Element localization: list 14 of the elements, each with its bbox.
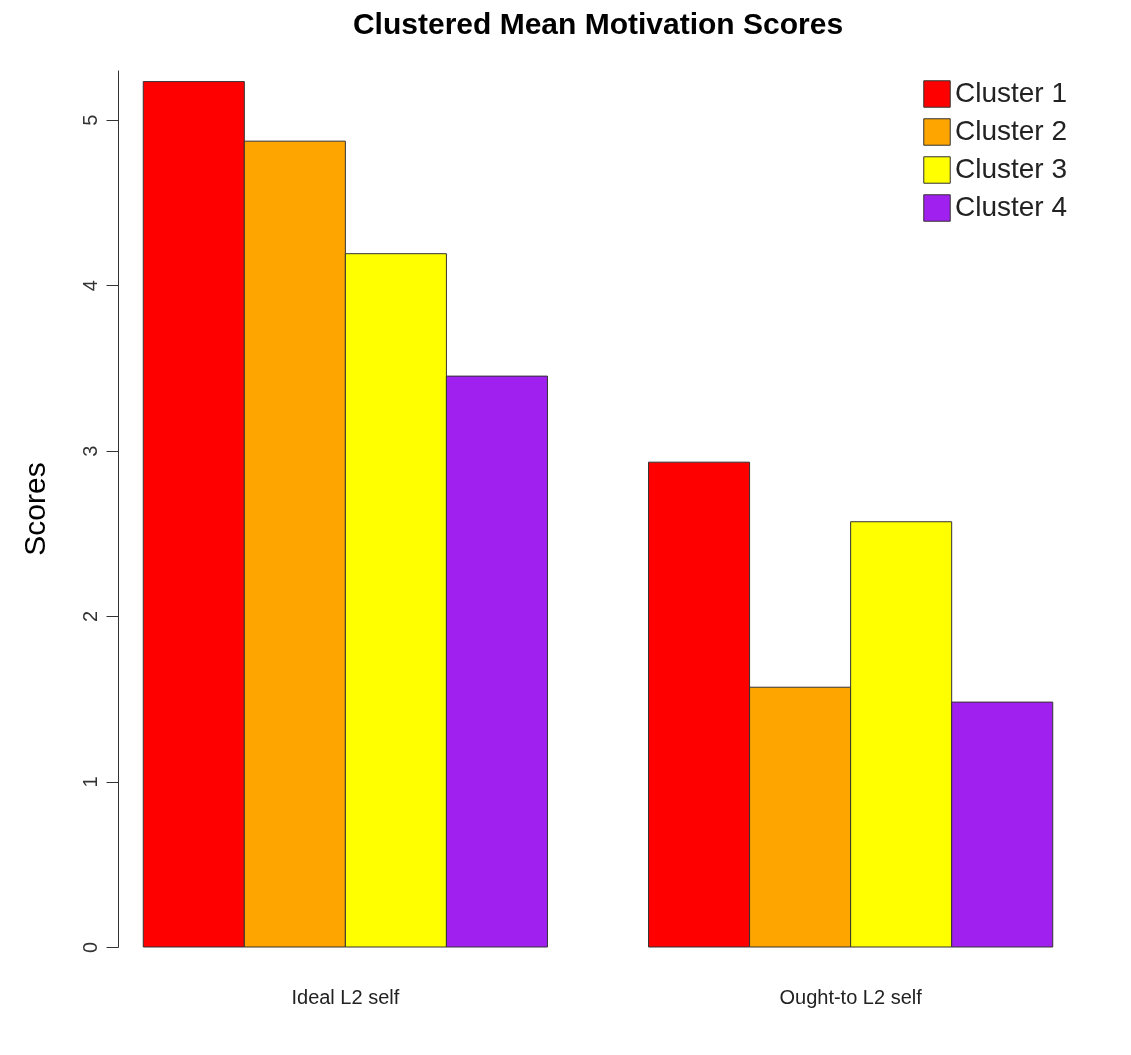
x-tick-label: Ought-to L2 self [779, 985, 923, 1008]
x-tick-label: Ideal L2 self [291, 985, 400, 1008]
y-axis-title: Scores [17, 462, 51, 556]
y-tick-label: 1 [78, 776, 101, 788]
y-tick-label: 4 [78, 280, 101, 292]
legend-label: Cluster 3 [955, 153, 1068, 184]
chart-title: Clustered Mean Motivation Scores [352, 7, 844, 40]
legend-label: Cluster 1 [955, 77, 1068, 108]
y-tick-label: 3 [78, 445, 101, 457]
legend-label: Cluster 4 [955, 191, 1068, 222]
y-tick-label: 2 [78, 610, 101, 623]
y-tick-label: 5 [78, 114, 101, 126]
legend-label: Cluster 2 [955, 115, 1068, 146]
y-tick-label: 0 [78, 941, 101, 954]
